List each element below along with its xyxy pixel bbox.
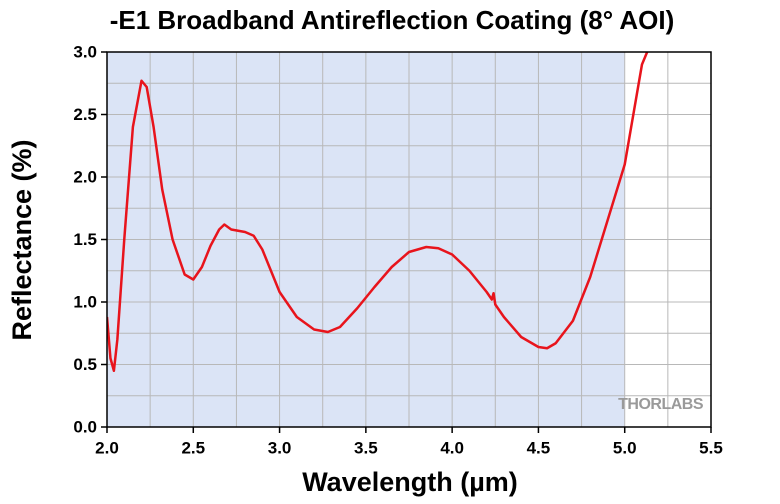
y-tick-label: 1.5 [73, 230, 97, 249]
chart-title: -E1 Broadband Antireflection Coating (8°… [110, 5, 675, 35]
y-tick-label: 3.0 [73, 42, 97, 61]
x-tick-label: 2.0 [95, 438, 119, 457]
x-tick-label: 4.5 [527, 438, 551, 457]
x-tick-label: 3.5 [354, 438, 378, 457]
y-tick-label: 2.0 [73, 167, 97, 186]
x-tick-label: 2.5 [181, 438, 205, 457]
x-tick-label: 5.0 [613, 438, 637, 457]
y-tick-label: 2.5 [73, 105, 97, 124]
plot-frame [106, 51, 712, 428]
x-tick-label: 3.0 [268, 438, 292, 457]
y-tick-label: 0.0 [73, 417, 97, 436]
x-tick-label: 5.5 [699, 438, 723, 457]
watermark: THORLABS [618, 396, 704, 413]
x-tick-label: 4.0 [440, 438, 464, 457]
data-line [107, 52, 649, 372]
y-axis-label: Reflectance (%) [7, 139, 37, 340]
y-tick-label: 1.0 [73, 292, 97, 311]
x-axis-label: Wavelength (µm) [302, 467, 518, 497]
y-tick-label: 0.5 [73, 355, 97, 374]
